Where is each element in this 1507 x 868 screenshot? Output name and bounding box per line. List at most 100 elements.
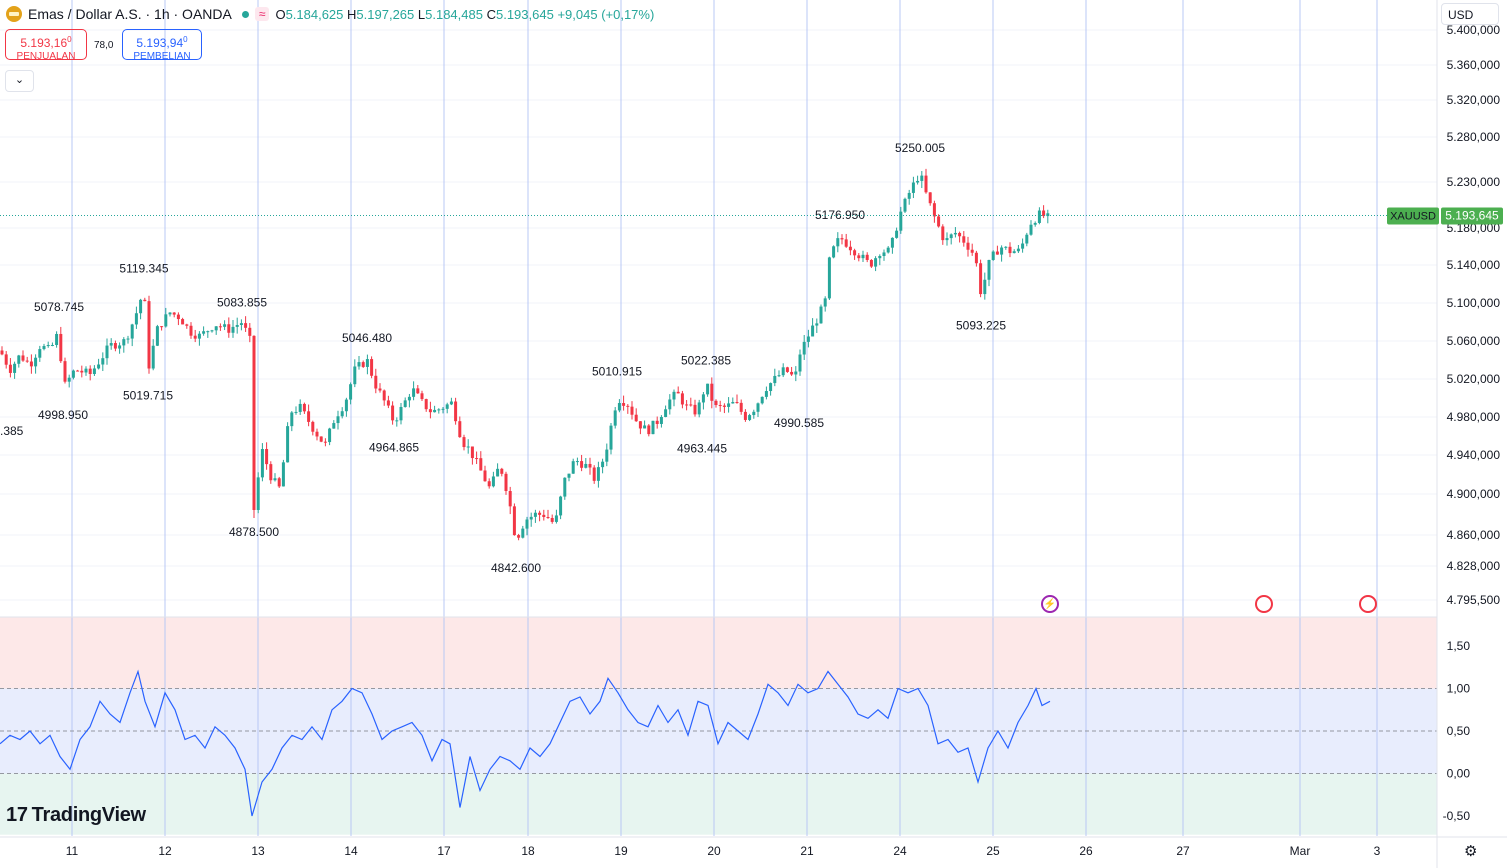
- candle: [42, 346, 46, 350]
- collapse-chevron-icon[interactable]: ⌄: [5, 70, 34, 92]
- candle: [521, 528, 525, 538]
- candle: [235, 325, 239, 327]
- time-tick-label: 13: [251, 844, 265, 858]
- candle: [613, 410, 617, 426]
- candle: [328, 428, 332, 443]
- candle: [382, 390, 386, 401]
- buy-price-small: 0: [183, 35, 188, 44]
- price-tick-label: 5.100,000: [1447, 296, 1501, 310]
- candle: [55, 333, 59, 345]
- candle: [500, 468, 504, 474]
- currency-button[interactable]: USD: [1441, 3, 1499, 25]
- candle: [903, 198, 907, 212]
- candle: [685, 404, 689, 406]
- candle: [38, 349, 42, 358]
- candle: [739, 402, 743, 412]
- us-event-icon[interactable]: [1359, 595, 1377, 613]
- last-price-label: 5.193,645: [1445, 208, 1499, 222]
- candle: [991, 251, 995, 260]
- candle: [340, 411, 344, 417]
- candle: [420, 393, 424, 400]
- swing-label: 5083.855: [217, 295, 267, 309]
- candle: [542, 514, 546, 518]
- candle: [760, 396, 764, 404]
- candle: [769, 383, 773, 392]
- candle: [676, 391, 680, 394]
- candle: [689, 404, 693, 406]
- indicator-tick-label: -0,50: [1443, 809, 1471, 823]
- candle: [197, 333, 201, 339]
- symbol-title[interactable]: Emas / Dollar A.S. · 1h · OANDA: [28, 6, 232, 22]
- close-value: 5.193,645: [495, 6, 554, 22]
- time-tick-label: 14: [344, 844, 358, 858]
- candle: [727, 403, 731, 407]
- indicator-series-line: [0, 669, 1051, 817]
- flash-event-icon[interactable]: ⚡: [1041, 595, 1059, 613]
- candle: [777, 375, 781, 377]
- indicator-band: [0, 617, 1437, 689]
- swing-label: 5093.225: [956, 318, 1006, 332]
- swing-label: 5022.385: [681, 354, 731, 368]
- high-value: 5.197,265: [356, 6, 415, 22]
- candle: [546, 517, 550, 519]
- candle: [185, 324, 189, 326]
- time-tick-label: 11: [66, 844, 79, 858]
- candle: [8, 364, 12, 373]
- candle: [29, 361, 33, 367]
- candle: [655, 420, 659, 424]
- gear-icon[interactable]: ⚙: [1464, 843, 1478, 860]
- candle: [17, 355, 21, 364]
- time-tick-label: 25: [986, 844, 1000, 858]
- candle: [949, 234, 953, 239]
- candle: [659, 417, 663, 424]
- indicator-tick-label: 1,00: [1447, 682, 1471, 696]
- us-event-icon[interactable]: [1255, 595, 1273, 613]
- candle: [815, 323, 819, 326]
- candle: [983, 279, 987, 295]
- candle: [252, 335, 256, 510]
- candle: [559, 496, 563, 516]
- candle: [790, 371, 794, 375]
- candle: [827, 257, 831, 299]
- candle: [164, 314, 168, 327]
- low-value: 5.184,485: [425, 6, 483, 22]
- indicator-badge-icon[interactable]: ≈: [254, 7, 270, 21]
- spread-value: 78,0: [94, 40, 114, 51]
- candle: [202, 331, 206, 334]
- candle: [735, 402, 739, 404]
- tradingview-logo[interactable]: 17 TradingView: [6, 804, 146, 827]
- candle: [592, 467, 596, 481]
- sell-label: PENJUALAN: [16, 51, 76, 62]
- time-tick-label: 19: [614, 844, 628, 858]
- candle: [575, 461, 579, 463]
- candle: [895, 230, 899, 238]
- price-tick-label: 4.828,000: [1447, 559, 1501, 573]
- open-label: O: [275, 6, 286, 22]
- swing-label: 4963.445: [677, 442, 727, 456]
- candle: [899, 211, 903, 231]
- candle: [878, 255, 882, 259]
- candle: [1037, 210, 1041, 223]
- candle: [206, 331, 210, 333]
- buy-button[interactable]: 5.193,940 PEMBELIAN: [122, 29, 202, 62]
- candle: [886, 247, 890, 253]
- swing-label: 5250.005: [895, 141, 945, 155]
- sell-button[interactable]: 5.193,160 PENJUALAN: [5, 29, 87, 62]
- candle: [109, 343, 113, 346]
- candle: [874, 258, 878, 267]
- candle: [836, 238, 840, 247]
- candle: [832, 246, 836, 258]
- candle: [273, 478, 277, 481]
- candle: [630, 406, 634, 415]
- price-tick-label: 4.795,500: [1447, 593, 1501, 607]
- brand-name: TradingView: [31, 804, 146, 826]
- candle: [987, 259, 991, 280]
- candle: [911, 182, 915, 193]
- candle: [890, 237, 894, 248]
- candle: [286, 426, 290, 463]
- candle: [454, 401, 458, 422]
- candle: [244, 323, 248, 328]
- candle: [71, 370, 75, 378]
- candle: [353, 366, 357, 385]
